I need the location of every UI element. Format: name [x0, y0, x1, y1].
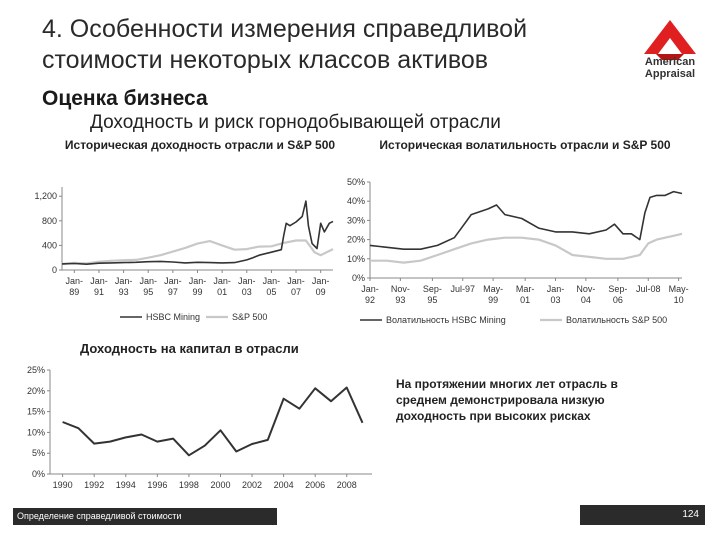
x-tick-label: Jul-08	[636, 284, 661, 294]
x-tick-label: 2004	[274, 480, 294, 490]
y-tick-label: 20%	[27, 386, 45, 396]
chart1-title: Историческая доходность отрасли и S&P 50…	[64, 138, 336, 152]
chart2-title: Историческая волатильность отрасли и S&P…	[379, 138, 671, 152]
x-tick-label: 10	[674, 295, 684, 305]
x-tick-label: Jan-	[361, 284, 379, 294]
x-tick-label: 2002	[242, 480, 262, 490]
y-tick-label: 10%	[347, 254, 365, 264]
x-tick-label: 01	[217, 287, 227, 297]
y-tick-label: 25%	[27, 365, 45, 375]
x-tick-label: Sep-	[423, 284, 442, 294]
slide-subtitle: Оценка бизнеса	[42, 87, 208, 110]
logo-line2: Appraisal	[644, 68, 696, 80]
y-tick-label: 40%	[347, 196, 365, 206]
x-tick-label: 03	[242, 287, 252, 297]
slide-title: 4. Особенности измерения справедливой ст…	[42, 14, 622, 76]
x-tick-label: Jan-	[213, 276, 231, 286]
x-tick-label: 1994	[116, 480, 136, 490]
x-tick-label: Jan-	[238, 276, 256, 286]
y-tick-label: 800	[42, 216, 57, 226]
x-tick-label: Jan-	[115, 276, 133, 286]
x-tick-label: Jan-	[263, 276, 281, 286]
x-tick-label: Jul-97	[450, 284, 475, 294]
x-tick-label: 93	[119, 287, 129, 297]
x-tick-label: Sep-	[608, 284, 627, 294]
x-tick-label: Jan-	[287, 276, 305, 286]
x-tick-label: 1992	[84, 480, 104, 490]
x-tick-label: Jan-	[139, 276, 157, 286]
x-tick-label: 09	[316, 287, 326, 297]
x-tick-label: 99	[488, 295, 498, 305]
x-tick-label: 92	[365, 295, 375, 305]
y-tick-label: 0%	[32, 469, 45, 479]
logo-text: American Appraisal	[625, 56, 715, 80]
x-tick-label: 93	[395, 295, 405, 305]
x-tick-label: 2006	[305, 480, 325, 490]
x-tick-label: Mar-	[516, 284, 535, 294]
legend-label: Волатильность S&P 500	[566, 315, 667, 325]
x-tick-label: 89	[69, 287, 79, 297]
legend-label: S&P 500	[232, 312, 267, 322]
x-tick-label: Jan-	[547, 284, 565, 294]
y-tick-label: 30%	[347, 215, 365, 225]
y-tick-label: 1,200	[34, 191, 57, 201]
x-tick-label: Jan-	[312, 276, 330, 286]
x-tick-label: 1990	[53, 480, 73, 490]
x-tick-label: 97	[168, 287, 178, 297]
y-tick-label: 50%	[347, 177, 365, 187]
logo-mark-icon	[644, 20, 696, 54]
y-tick-label: 20%	[347, 235, 365, 245]
x-tick-label: Jan-	[90, 276, 108, 286]
x-tick-label: Nov-	[576, 284, 595, 294]
x-tick-label: 05	[266, 287, 276, 297]
roe-chart: 0% 5% 10% 15% 20% 25% 1990 1992 1994 1996 1998 2000…	[27, 365, 372, 490]
y-tick-label: 400	[42, 240, 57, 250]
volatility-chart: 0%10%20%30%40%50%Jan-92Nov-93Sep-95Jul-9…	[347, 177, 689, 325]
x-tick-label: 07	[291, 287, 301, 297]
x-tick-label: 95	[143, 287, 153, 297]
y-tick-label: 15%	[27, 407, 45, 417]
y-tick-label: 10%	[27, 427, 45, 437]
page-number: 124	[580, 505, 705, 525]
x-tick-label: 1996	[147, 480, 167, 490]
x-tick-label: Nov-	[391, 284, 410, 294]
y-tick-label: 0%	[352, 273, 365, 283]
x-tick-label: May-	[669, 284, 689, 294]
logo-line1: American	[644, 56, 696, 68]
chart3-title: Доходность на капитал в отрасли	[80, 341, 299, 356]
series-line-волатильность-s-p-500	[370, 232, 683, 264]
x-tick-label: Jan-	[66, 276, 84, 286]
slide-title-line1: 4. Особенности измерения справедливой	[42, 15, 528, 43]
x-tick-label: 95	[427, 295, 437, 305]
series-line-s-p-500	[61, 239, 334, 265]
conclusion-note: На протяжении многих лет отрасль в средн…	[396, 377, 618, 423]
x-tick-label: May-	[483, 284, 503, 294]
american-appraisal-logo	[644, 20, 696, 60]
x-tick-label: 99	[192, 287, 202, 297]
x-tick-label: Jan-	[164, 276, 182, 286]
x-tick-label: 06	[613, 295, 623, 305]
footer-label: Определение справедливой стоимости	[13, 508, 277, 525]
legend-label: Волатильность HSBC Mining	[386, 315, 506, 325]
x-tick-label: 91	[94, 287, 104, 297]
x-tick-label: Jan-	[189, 276, 207, 286]
series-line-roe	[62, 386, 364, 457]
x-tick-label: 2000	[210, 480, 230, 490]
x-tick-label: 1998	[179, 480, 199, 490]
y-tick-label: 0	[52, 265, 57, 275]
y-tick-label: 5%	[32, 448, 45, 458]
x-tick-label: 04	[581, 295, 591, 305]
legend-label: HSBC Mining	[146, 312, 200, 322]
series-line-волатильность-hsbc-mining	[369, 190, 683, 250]
x-tick-label: 03	[551, 295, 561, 305]
slide-title-line2: стоимости некоторых классов активов	[42, 46, 489, 74]
returns-chart: 04008001,200Jan-89Jan-91Jan-93Jan-95Jan-…	[34, 187, 334, 322]
x-tick-label: 01	[520, 295, 530, 305]
series-line-hsbc-mining	[61, 200, 334, 265]
section-title: Доходность и риск горнодобывающей отрасл…	[90, 112, 501, 133]
x-tick-label: 2008	[337, 480, 357, 490]
